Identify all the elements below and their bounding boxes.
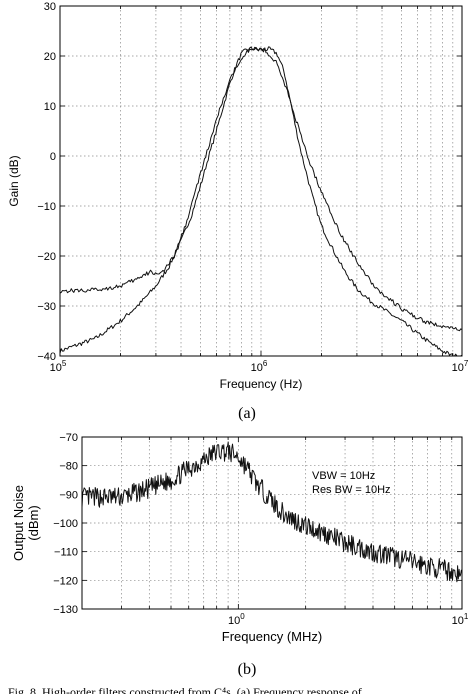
gain-chart-x-tick-label: 105	[50, 359, 67, 374]
noise-chart-y-tick-label: −110	[54, 547, 78, 559]
gain-chart-y-tick-label: −20	[37, 251, 56, 263]
noise-chart-x-tick-label: 100	[228, 612, 245, 627]
noise-chart-ticks	[81, 436, 463, 610]
noise-chart-series-line-1	[81, 441, 463, 583]
noise-chart-y-tick-label: −80	[59, 461, 78, 473]
gain-chart-ticks	[59, 5, 463, 357]
gain-chart-y-axis-label: Gain (dB)	[7, 155, 21, 206]
noise-chart-panel-label: (b)	[238, 661, 257, 678]
noise-chart-annotation-vbw: VBW = 10Hz	[312, 470, 375, 482]
gain-chart-grid	[59, 5, 463, 357]
noise-chart-y-tick-label: −70	[59, 432, 78, 444]
noise-chart-y-tick-label: −100	[53, 518, 78, 530]
noise-chart: −130 −120 −110 −100 −90 −80 −70 100 101 VBW = 1…	[11, 432, 469, 678]
gain-chart: −40 −30 −20 −10 0 10 20 30 105 106 107 Frequency …	[7, 1, 469, 422]
gain-chart-y-tick-label: 10	[44, 101, 56, 113]
gain-chart-y-tick-label: 20	[44, 51, 56, 63]
gain-chart-y-tick-label: −40	[37, 351, 56, 363]
gain-chart-x-tick-label: 106	[251, 359, 268, 374]
figure-caption: Fig. 8. High-order filters constructed f…	[8, 685, 362, 694]
gain-chart-y-tick-label: −10	[37, 201, 56, 213]
noise-chart-annotation-resbw: Res BW = 10Hz	[312, 484, 391, 496]
noise-chart-y-tick-label: −130	[53, 604, 78, 616]
gain-chart-x-tick-label: 107	[452, 359, 469, 374]
noise-chart-x-tick-label: 101	[452, 612, 469, 627]
noise-chart-y-axis-label: Output Noise(dBm)	[11, 485, 41, 561]
gain-chart-y-tick-labels: −40 −30 −20 −10 0 10 20 30	[37, 1, 56, 363]
gain-chart-series-line-2	[59, 46, 463, 332]
gain-chart-series	[59, 46, 463, 357]
noise-chart-grid	[81, 436, 463, 610]
noise-chart-y-tick-label: −90	[59, 489, 78, 501]
gain-chart-y-tick-label: −30	[37, 301, 56, 313]
gain-chart-y-tick-label: 0	[50, 151, 56, 163]
noise-chart-y-tick-label: −120	[53, 575, 78, 587]
noise-chart-y-tick-labels: −130 −120 −110 −100 −90 −80 −70	[53, 432, 78, 616]
noise-chart-series	[81, 441, 463, 583]
gain-chart-panel-label: (a)	[238, 405, 256, 422]
noise-chart-x-axis-label: Frequency (MHz)	[222, 629, 322, 644]
gain-chart-y-tick-label: 30	[44, 1, 56, 13]
noise-chart-x-tick-labels: 100 101	[228, 612, 469, 627]
gain-chart-x-tick-labels: 105 106 107	[50, 359, 469, 374]
gain-chart-x-axis-label: Frequency (Hz)	[220, 377, 303, 391]
